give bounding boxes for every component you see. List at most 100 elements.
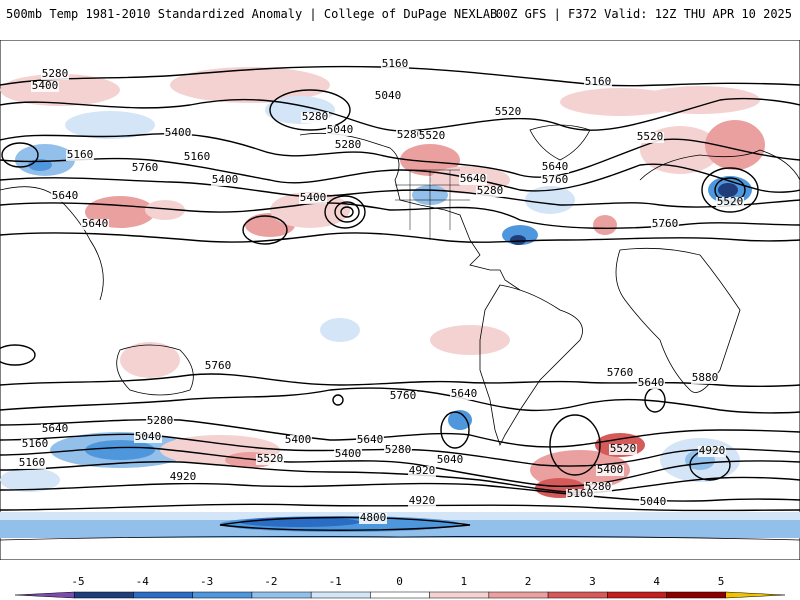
contour-label-bg bbox=[436, 455, 464, 466]
contour-label-bg bbox=[204, 361, 232, 372]
contour-label-bg bbox=[584, 77, 612, 88]
contour-label-bg bbox=[566, 489, 594, 500]
contour-label-bg bbox=[21, 439, 49, 450]
contour-label: 5520 bbox=[610, 442, 637, 455]
colorbar-swatch bbox=[725, 591, 786, 599]
contour-label: 5160 bbox=[585, 75, 612, 88]
contour-label-bg bbox=[476, 186, 504, 197]
contour-label: 5040 bbox=[640, 495, 667, 508]
antarctica-coast bbox=[0, 536, 800, 541]
contour-label: 5040 bbox=[135, 430, 162, 443]
colorbar-tick-label: 0 bbox=[396, 575, 403, 588]
colorbar-swatch bbox=[310, 591, 371, 599]
contour-label-bg bbox=[359, 513, 387, 524]
contour-label: 5520 bbox=[717, 195, 744, 208]
contour-label-bg bbox=[301, 112, 329, 123]
colorbar-tick-label: 2 bbox=[525, 575, 532, 588]
contour-label-bg bbox=[541, 175, 569, 186]
contour-label: 5880 bbox=[692, 371, 719, 384]
colorbar-ticks: -5 -4 -3 -2 -1 0 1 2 3 4 5 bbox=[71, 575, 724, 588]
colorbar-swatch bbox=[192, 591, 253, 599]
contour-label: 5040 bbox=[437, 453, 464, 466]
contour-label: 5400 bbox=[285, 433, 312, 446]
contour-label: 5400 bbox=[300, 191, 327, 204]
model-run-label: 00Z GFS | F372 Valid: 12Z THU APR 10 202… bbox=[495, 7, 792, 21]
header-bar: 500mb Temp 1981-2010 Standardized Anomal… bbox=[0, 0, 800, 26]
contour-label: 4920 bbox=[409, 464, 436, 477]
colorbar-swatch bbox=[73, 591, 134, 599]
contour-label-bg bbox=[606, 368, 634, 379]
contour-label-bg bbox=[334, 140, 362, 151]
contour-label: 5760 bbox=[205, 359, 232, 372]
contour-label-bg bbox=[211, 175, 239, 186]
colorbar-swatch bbox=[429, 591, 490, 599]
contour-label-bg bbox=[146, 416, 174, 427]
colorbar-swatch bbox=[547, 591, 608, 599]
contour-label: 5520 bbox=[495, 105, 522, 118]
contour-label-bg bbox=[299, 193, 327, 204]
contour-label: 5520 bbox=[257, 452, 284, 465]
contour-label-bg bbox=[459, 174, 487, 185]
contour-label-bg bbox=[41, 69, 69, 80]
contour-label: 5640 bbox=[638, 376, 665, 389]
contour-label: 5280 bbox=[385, 443, 412, 456]
contour-label: 5640 bbox=[460, 172, 487, 185]
colorbar-swatch bbox=[251, 591, 312, 599]
contour-label: 5400 bbox=[597, 463, 624, 476]
contour-label: 4800 bbox=[360, 511, 387, 524]
contour-label-bg bbox=[651, 219, 679, 230]
contour-label: 5520 bbox=[419, 129, 446, 142]
colorbar-swatch bbox=[14, 591, 75, 599]
contour-label: 5640 bbox=[82, 217, 109, 230]
contour-label: 5760 bbox=[652, 217, 679, 230]
anomaly-shading bbox=[0, 67, 800, 538]
contour-label: 5280 bbox=[477, 184, 504, 197]
map-title: 500mb Temp 1981-2010 Standardized Anomal… bbox=[6, 7, 498, 21]
contour-label-bg bbox=[691, 373, 719, 384]
contour-label: 5400 bbox=[165, 126, 192, 139]
contour-label-bg bbox=[636, 132, 664, 143]
contour-label: 5520 bbox=[637, 130, 664, 143]
contour-label-bg bbox=[716, 197, 744, 208]
contour-label-bg bbox=[384, 445, 412, 456]
contour-label-bg bbox=[284, 435, 312, 446]
contour-label-bg bbox=[164, 128, 192, 139]
contour-label: 5400 bbox=[335, 447, 362, 460]
contour-label-bg bbox=[408, 496, 436, 507]
contour-label: 5760 bbox=[542, 173, 569, 186]
contour-label: 5160 bbox=[22, 437, 49, 450]
colorbar-tick-label: 3 bbox=[589, 575, 596, 588]
contour-label-bg bbox=[408, 466, 436, 477]
contour-label: 5160 bbox=[19, 456, 46, 469]
contour-label: 4920 bbox=[699, 444, 726, 457]
contour-label: 5160 bbox=[67, 148, 94, 161]
colorbar-tick-label: 5 bbox=[718, 575, 725, 588]
colorbar-tick-label: -4 bbox=[136, 575, 150, 588]
contour-label: 5040 bbox=[327, 123, 354, 136]
colorbar-swatches bbox=[14, 591, 786, 599]
contour-label-bg bbox=[326, 125, 354, 136]
contour-label-bg bbox=[389, 391, 417, 402]
contour-label-bg bbox=[183, 152, 211, 163]
contour-label: 5280 bbox=[147, 414, 174, 427]
us-state-lines bbox=[395, 169, 470, 240]
contour-label-bg bbox=[81, 219, 109, 230]
contour-label-bg bbox=[334, 449, 362, 460]
colorbar-swatch bbox=[370, 591, 430, 599]
contour-label: 5160 bbox=[184, 150, 211, 163]
colorbar-swatch bbox=[607, 591, 667, 599]
contour-label-bg bbox=[256, 454, 284, 465]
contour-label: 5280 bbox=[302, 110, 329, 123]
contour-label: 4920 bbox=[409, 494, 436, 507]
colorbar-tick-label: -2 bbox=[264, 575, 277, 588]
height-contours bbox=[0, 65, 800, 531]
contour-label-bg bbox=[41, 424, 69, 435]
contour-label-bg bbox=[51, 191, 79, 202]
asia-coast bbox=[0, 186, 104, 301]
anomaly-colorbar: -5 -4 -3 -2 -1 0 1 2 3 4 5 bbox=[14, 575, 786, 599]
contour-label-bg bbox=[374, 91, 402, 102]
contour-label: 5280 bbox=[42, 67, 69, 80]
contour-label-bg bbox=[450, 389, 478, 400]
